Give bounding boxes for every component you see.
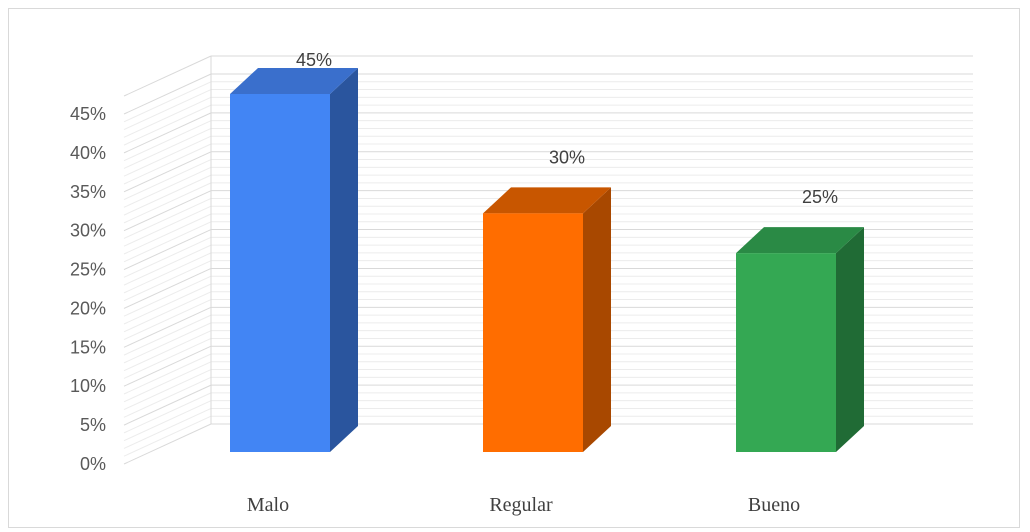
gridline-minor-diagonal [123, 221, 212, 263]
y-tick-label: 25% [70, 260, 106, 280]
gridline-diagonal [123, 112, 212, 154]
gridline-minor-diagonal [123, 353, 212, 395]
gridline-diagonal [123, 306, 212, 348]
gridline-minor-diagonal [123, 376, 212, 418]
y-tick-label: 5% [80, 415, 106, 435]
gridline-minor-diagonal [123, 143, 212, 185]
gridline-minor-diagonal [123, 89, 212, 131]
gridline-minor-diagonal [123, 369, 212, 411]
gridline-minor-diagonal [123, 236, 212, 278]
gridline-minor-diagonal [123, 314, 212, 356]
bar-malo [230, 68, 358, 452]
bars [230, 68, 864, 453]
y-tick-label: 35% [70, 182, 106, 202]
gridline-minor-diagonal [123, 392, 212, 434]
gridline-diagonal [123, 423, 212, 465]
chart-frame: 0% 5% 10% 15% 20% 25% 30% 35% 40% 45% 45% 30% 25% M… [8, 8, 1020, 528]
gridline-minor-diagonal [123, 330, 212, 372]
gridline-minor-diagonal [123, 166, 212, 208]
gridline-diagonal [123, 190, 212, 232]
x-category-label: Regular [489, 494, 553, 516]
gridline-minor-diagonal [123, 197, 212, 239]
bar-side-face [583, 187, 611, 453]
gridline-minor-diagonal [123, 96, 212, 138]
gridline-minor-diagonal [123, 127, 212, 169]
gridline-minor-diagonal [123, 260, 212, 302]
data-labels: 45% 30% 25% [296, 50, 838, 207]
x-category-label: Malo [247, 494, 289, 516]
gridline-minor-diagonal [123, 361, 212, 403]
gridline-minor-diagonal [123, 81, 212, 123]
gridline-diagonal [123, 229, 212, 271]
data-label: 30% [549, 147, 585, 167]
bar-top-face [483, 187, 611, 214]
bar-regular [483, 187, 611, 453]
bar-front-face [736, 253, 836, 452]
bar-chart: 0% 5% 10% 15% 20% 25% 30% 35% 40% 45% 45% 30% 25% M… [70, 50, 973, 516]
y-tick-label: 30% [70, 221, 106, 241]
bar-top-face [230, 68, 358, 94]
gridline-minor-diagonal [123, 275, 212, 317]
gridline-minor-diagonal [123, 322, 212, 364]
y-tick-label: 40% [70, 143, 106, 163]
gridline-minor-diagonal [123, 400, 212, 442]
data-label: 45% [296, 50, 332, 70]
gridline-diagonal [123, 151, 212, 193]
gridline-minor-diagonal [123, 252, 212, 294]
gridline-minor-diagonal [123, 299, 212, 341]
y-tick-label: 45% [70, 104, 106, 124]
gridline-minor-diagonal [123, 415, 212, 457]
y-tick-label: 10% [70, 376, 106, 396]
x-category-label: Bueno [748, 494, 800, 516]
gridline-minor-diagonal [123, 182, 212, 224]
gridline-minor-diagonal [123, 283, 212, 325]
gridline-minor-diagonal [123, 159, 212, 201]
gridline-minor-diagonal [123, 337, 212, 379]
gridline-minor-diagonal [123, 291, 212, 333]
gridline-minor-diagonal [123, 213, 212, 255]
gridline-minor-diagonal [123, 174, 212, 216]
gridline-diagonal [123, 267, 212, 309]
y-tick-label: 20% [70, 298, 106, 318]
y-tick-label: 0% [80, 454, 106, 474]
gridline-diagonal [123, 55, 212, 97]
y-tick-label: 15% [70, 337, 106, 357]
gridline-diagonal [123, 73, 212, 115]
gridline-minor-diagonal [123, 407, 212, 449]
gridline-minor-diagonal [123, 135, 212, 177]
x-axis-categories: Malo Regular Bueno [247, 494, 800, 516]
gridline-minor-diagonal [123, 205, 212, 247]
y-axis-ticks: 0% 5% 10% 15% 20% 25% 30% 35% 40% 45% [70, 104, 106, 474]
gridline-minor-diagonal [123, 104, 212, 146]
bar-top-face [736, 227, 864, 254]
gridline-minor-diagonal [123, 244, 212, 286]
gridline-diagonal [123, 345, 212, 387]
bar-front-face [483, 213, 583, 452]
gridline-minor-diagonal [123, 120, 212, 162]
bar-side-face [836, 227, 864, 452]
bar-front-face [230, 94, 330, 452]
bar-side-face [330, 68, 358, 452]
bar-bueno [736, 227, 864, 452]
gridline-diagonal [123, 384, 212, 426]
data-label: 25% [802, 187, 838, 207]
